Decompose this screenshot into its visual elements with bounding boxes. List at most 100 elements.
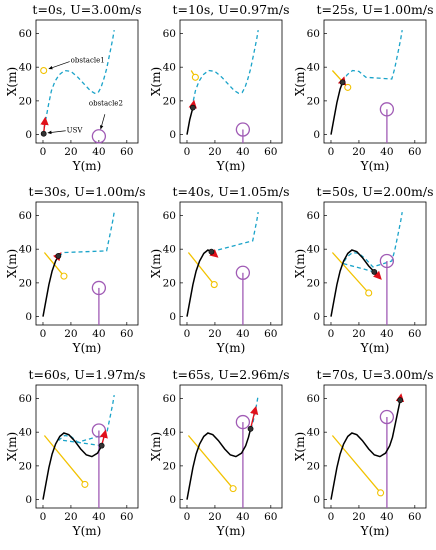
y-tick-label: 20 bbox=[163, 277, 176, 289]
usv-trajectory bbox=[330, 82, 344, 135]
y-tick-label: 20 bbox=[19, 277, 32, 289]
y-tick-label: 0 bbox=[313, 129, 320, 141]
x-tick-label: 20 bbox=[208, 328, 221, 340]
x-axis-label: Y(m) bbox=[72, 524, 102, 538]
x-tick-label: 0 bbox=[184, 146, 191, 158]
panel-2: t=10s, U=0.97m/s 00 20 20 40 40 60 60 Y(m) X(m) bbox=[149, 2, 290, 173]
annotation-arrow bbox=[99, 114, 106, 130]
y-tick-label: 60 bbox=[307, 210, 320, 222]
x-tick-label: 20 bbox=[64, 146, 77, 158]
y-axis-label: X(m) bbox=[149, 432, 163, 461]
x-tick-label: 0 bbox=[40, 511, 47, 523]
y-axis-label: X(m) bbox=[5, 249, 19, 278]
y-tick-label: 40 bbox=[163, 62, 176, 74]
usv-marker bbox=[371, 269, 378, 275]
y-tick-label: 60 bbox=[163, 210, 176, 222]
y-tick-label: 20 bbox=[163, 460, 176, 472]
obstacle1-track bbox=[331, 435, 382, 494]
y-tick-label: 60 bbox=[163, 28, 176, 40]
panel-title: t=70s, U=3.00m/s bbox=[316, 367, 433, 382]
obstacle1-marker bbox=[229, 485, 237, 493]
y-tick-label: 0 bbox=[169, 494, 176, 506]
y-tick-label: 40 bbox=[163, 244, 176, 256]
y-axis-label: X(m) bbox=[5, 432, 19, 461]
x-tick-label: 60 bbox=[408, 146, 421, 158]
desired-path-line bbox=[58, 211, 115, 257]
desired-path-line bbox=[191, 29, 259, 108]
panel-title: t=25s, U=1.00m/s bbox=[316, 2, 433, 17]
x-axis-label: Y(m) bbox=[72, 159, 102, 173]
y-tick-label: 40 bbox=[19, 62, 32, 74]
panel-8: t=65s, U=2.96m/s 00 20 20 40 40 60 60 Y(m) X(m) bbox=[149, 367, 290, 538]
y-axis-label: X(m) bbox=[149, 67, 163, 96]
usv-marker bbox=[40, 130, 47, 137]
annotation-arrow bbox=[47, 130, 66, 135]
y-tick-label: 0 bbox=[169, 311, 176, 323]
obstacle2-marker bbox=[379, 253, 395, 269]
x-tick-label: 0 bbox=[40, 328, 47, 340]
y-tick-label: 0 bbox=[313, 494, 320, 506]
annotation-usv: USV bbox=[67, 127, 84, 135]
y-tick-label: 40 bbox=[19, 244, 32, 256]
plot-frame bbox=[323, 201, 427, 326]
y-axis-label: X(m) bbox=[293, 249, 307, 278]
x-tick-label: 40 bbox=[92, 511, 105, 523]
x-tick-label: 20 bbox=[64, 511, 77, 523]
x-axis-label: Y(m) bbox=[216, 159, 246, 173]
panel-title: t=60s, U=1.97m/s bbox=[28, 367, 145, 382]
x-tick-label: 20 bbox=[208, 511, 221, 523]
desired-path-line bbox=[57, 394, 115, 447]
heading-arrow bbox=[249, 405, 259, 429]
x-tick-label: 20 bbox=[208, 146, 221, 158]
usv-marker bbox=[98, 442, 105, 449]
plot-frame bbox=[323, 19, 427, 144]
x-tick-label: 60 bbox=[408, 328, 421, 340]
y-axis-label: X(m) bbox=[293, 67, 307, 96]
usv-trajectory bbox=[186, 107, 194, 135]
obstacle2-marker bbox=[235, 265, 251, 280]
usv-marker bbox=[189, 104, 196, 111]
y-tick-label: 20 bbox=[163, 95, 176, 107]
x-tick-label: 60 bbox=[120, 146, 133, 158]
desired-path-line bbox=[342, 29, 403, 83]
x-axis-label: Y(m) bbox=[216, 341, 246, 355]
panel-5: t=40s, U=1.05m/s 00 20 20 40 40 60 60 Y(m) X(m) bbox=[149, 184, 290, 355]
x-tick-label: 0 bbox=[328, 511, 335, 523]
x-axis-label: Y(m) bbox=[360, 341, 390, 355]
usv-trajectory bbox=[330, 249, 375, 317]
y-axis-label: X(m) bbox=[149, 249, 163, 278]
panel-title: t=40s, U=1.05m/s bbox=[172, 184, 289, 199]
obstacle1-marker bbox=[365, 289, 373, 297]
x-tick-label: 60 bbox=[264, 328, 277, 340]
panel-6: t=50s, U=2.00m/s 00 20 20 40 40 60 60 Y(m) X(m) bbox=[293, 184, 434, 355]
x-tick-label: 40 bbox=[380, 146, 393, 158]
annotation-obstacle2: obstacle2 bbox=[89, 99, 123, 107]
usv-trajectory bbox=[186, 428, 252, 500]
usv-marker bbox=[55, 253, 62, 259]
x-tick-label: 60 bbox=[408, 511, 421, 523]
y-tick-label: 0 bbox=[169, 129, 176, 141]
usv-marker bbox=[339, 79, 346, 86]
plot-frame bbox=[323, 384, 427, 509]
y-tick-label: 0 bbox=[25, 129, 32, 141]
obstacle1-marker bbox=[191, 73, 199, 81]
x-axis-label: Y(m) bbox=[72, 341, 102, 355]
y-tick-label: 20 bbox=[19, 460, 32, 472]
plot-frame bbox=[35, 384, 139, 509]
x-tick-label: 0 bbox=[184, 511, 191, 523]
y-tick-label: 20 bbox=[307, 95, 320, 107]
y-tick-label: 40 bbox=[307, 427, 320, 439]
x-tick-label: 40 bbox=[236, 328, 249, 340]
x-tick-label: 60 bbox=[264, 511, 277, 523]
x-tick-label: 0 bbox=[40, 146, 47, 158]
y-tick-label: 40 bbox=[307, 244, 320, 256]
y-tick-label: 40 bbox=[163, 427, 176, 439]
obstacle1-marker bbox=[60, 272, 68, 280]
y-tick-label: 0 bbox=[25, 494, 32, 506]
x-tick-label: 20 bbox=[352, 511, 365, 523]
obstacle2-marker bbox=[235, 414, 251, 430]
x-tick-label: 0 bbox=[328, 328, 335, 340]
obstacle1-marker bbox=[81, 480, 89, 488]
obstacle1-marker bbox=[40, 66, 48, 75]
